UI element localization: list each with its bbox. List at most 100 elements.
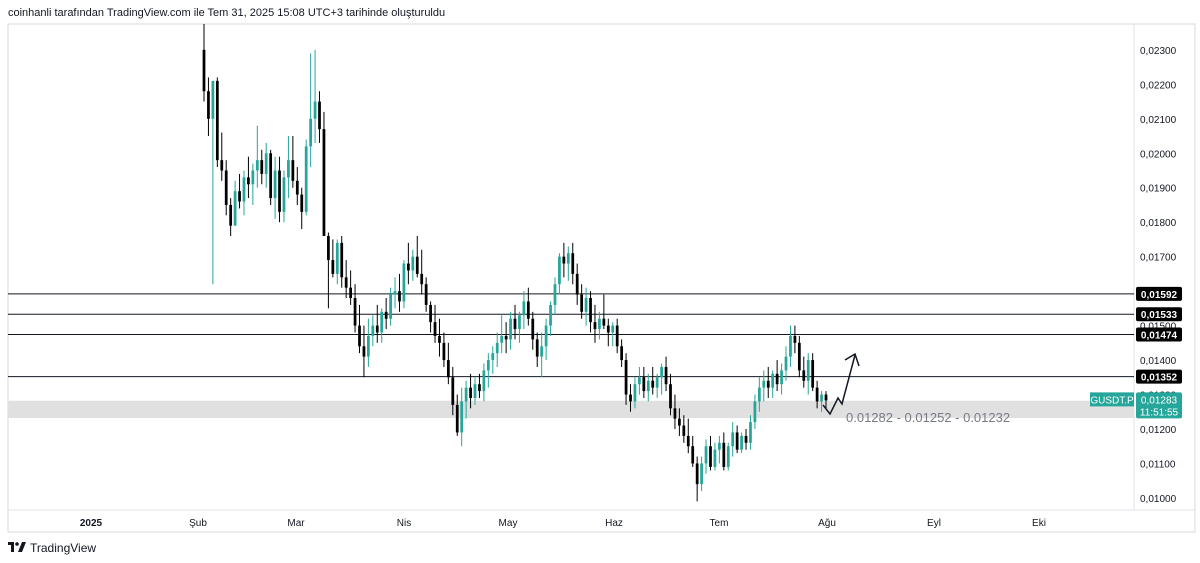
candle bbox=[589, 291, 592, 333]
candle bbox=[255, 125, 259, 188]
candle bbox=[442, 332, 446, 367]
candle bbox=[349, 270, 352, 305]
candle bbox=[611, 322, 615, 347]
candle bbox=[713, 442, 717, 471]
candle bbox=[211, 80, 215, 285]
candle bbox=[429, 301, 432, 333]
support-zone bbox=[8, 400, 1134, 418]
time-tick-label: Eki bbox=[1032, 518, 1046, 529]
svg-text:GUSDT.P: GUSDT.P bbox=[1090, 395, 1134, 406]
candle bbox=[380, 308, 384, 343]
svg-text:0,01474: 0,01474 bbox=[1141, 331, 1178, 342]
candle bbox=[722, 432, 726, 471]
time-tick-label: Nis bbox=[397, 518, 411, 529]
svg-text:0,01533: 0,01533 bbox=[1141, 310, 1178, 321]
candle bbox=[344, 260, 348, 299]
candle bbox=[660, 363, 663, 395]
candle bbox=[455, 394, 459, 436]
candle bbox=[446, 342, 450, 385]
time-tick-label: 2025 bbox=[80, 518, 103, 529]
candle bbox=[331, 239, 335, 278]
time-tick-label: Haz bbox=[605, 518, 623, 529]
candle bbox=[584, 287, 588, 326]
candle bbox=[664, 356, 668, 392]
candle bbox=[220, 132, 224, 181]
candle bbox=[224, 160, 228, 216]
candle bbox=[731, 422, 735, 457]
candle bbox=[740, 432, 743, 454]
candle bbox=[393, 277, 397, 309]
candle bbox=[451, 366, 455, 416]
candle bbox=[371, 315, 375, 347]
candle bbox=[309, 53, 313, 168]
candle bbox=[469, 373, 472, 409]
candle bbox=[478, 373, 481, 398]
candle bbox=[553, 277, 557, 316]
candle bbox=[433, 304, 437, 343]
candle bbox=[575, 263, 579, 305]
candle bbox=[726, 442, 730, 471]
horizontal-lines-layer bbox=[8, 293, 1134, 378]
candle bbox=[375, 304, 379, 343]
candle bbox=[673, 394, 677, 429]
candle bbox=[646, 373, 650, 402]
candle bbox=[269, 149, 273, 205]
candle bbox=[620, 339, 624, 367]
symbol-tag: GUSDT.P bbox=[1090, 392, 1134, 407]
candle bbox=[460, 387, 464, 447]
time-axis[interactable]: 2025 Şub Mar Nis May Haz Tem Ağu Eyl Eki bbox=[80, 518, 1046, 529]
tradingview-logo-icon bbox=[8, 541, 26, 555]
candle bbox=[762, 370, 766, 402]
candle bbox=[797, 335, 801, 378]
candle bbox=[651, 366, 655, 395]
candle bbox=[247, 156, 250, 199]
candle bbox=[242, 170, 246, 216]
candle bbox=[335, 239, 339, 285]
support-zone-layer: 0.01282 - 0.01252 - 0.01232 bbox=[8, 400, 1134, 425]
candle bbox=[669, 373, 672, 416]
time-tick-label: Şub bbox=[189, 518, 207, 529]
candle bbox=[260, 149, 264, 185]
candle bbox=[233, 180, 237, 226]
candle bbox=[771, 370, 775, 398]
time-tick-label: Tem bbox=[710, 518, 729, 529]
candle bbox=[238, 173, 241, 209]
support-zone-label: 0.01282 - 0.01252 - 0.01232 bbox=[846, 410, 1010, 425]
price-tick-label: 0,01800 bbox=[1140, 218, 1177, 229]
candle bbox=[642, 366, 646, 398]
candle bbox=[495, 332, 499, 367]
candle bbox=[749, 415, 752, 450]
candle bbox=[411, 249, 415, 281]
candle bbox=[789, 325, 792, 367]
candle bbox=[304, 139, 308, 216]
candle bbox=[709, 435, 712, 471]
time-tick-label: May bbox=[499, 518, 518, 529]
candle bbox=[358, 304, 361, 354]
candle bbox=[340, 235, 344, 288]
candle bbox=[500, 315, 504, 354]
candle bbox=[389, 287, 392, 326]
candle bbox=[629, 384, 632, 412]
candle bbox=[424, 277, 428, 312]
candle bbox=[522, 291, 526, 330]
candle bbox=[473, 377, 477, 405]
candle bbox=[482, 363, 486, 402]
candle bbox=[353, 284, 357, 333]
candle bbox=[780, 363, 783, 395]
projection-arrow bbox=[822, 352, 860, 416]
candle bbox=[793, 325, 797, 354]
candle bbox=[229, 198, 233, 236]
svg-text:0,01352: 0,01352 bbox=[1141, 373, 1178, 384]
candle bbox=[464, 380, 468, 419]
tradingview-brand: TradingView bbox=[30, 541, 97, 555]
candle bbox=[295, 167, 299, 205]
candle bbox=[700, 456, 703, 492]
chart-frame bbox=[7, 23, 1196, 533]
price-axis[interactable]: 0,02300 0,02200 0,02100 0,02000 0,01900 0,018… bbox=[1140, 46, 1177, 505]
candle bbox=[571, 242, 575, 285]
candle bbox=[282, 170, 286, 223]
level-price-tag: 0,01592 bbox=[1136, 286, 1182, 301]
price-tick-label: 0,02000 bbox=[1140, 149, 1177, 160]
